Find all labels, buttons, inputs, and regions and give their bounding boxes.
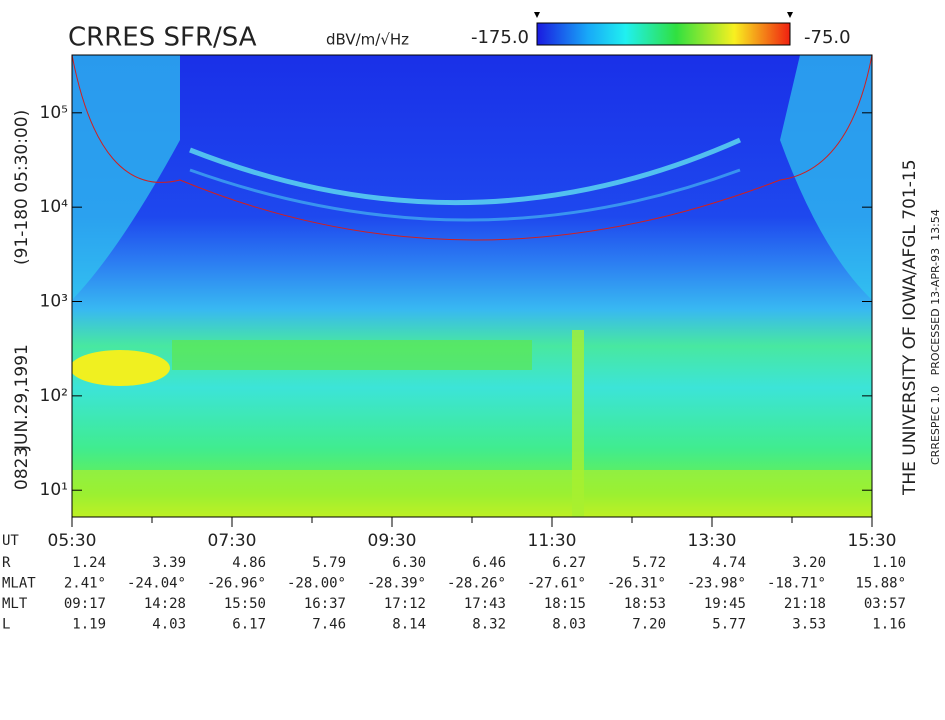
ephemeris-label: MLT (2, 596, 28, 612)
ephemeris-value: 2.41° (64, 576, 106, 592)
ephemeris-value: -18.71° (767, 576, 826, 592)
ephemeris-value: 3.53 (792, 617, 826, 633)
ephemeris-label: R (2, 555, 11, 571)
ephemeris-value: 1.10 (872, 555, 906, 571)
ephemeris-value: -23.98° (687, 576, 746, 592)
processed-label: CRRESPEC 1.0 PROCESSED 13-APR-93 13:54 (929, 209, 942, 465)
x-tick-label: 05:30 (48, 531, 97, 551)
ephemeris-value: -24.04° (127, 576, 186, 592)
ephemeris-value: -28.39° (367, 576, 426, 592)
ephemeris-value: 6.30 (392, 555, 426, 571)
ephemeris-value: 17:43 (464, 596, 506, 612)
ephemeris-value: 6.46 (472, 555, 506, 571)
colorbar-label: dBV/m/√Hz (326, 31, 409, 49)
colorbar-tick-label: -75.0 (804, 27, 851, 48)
ephemeris-value: 8.32 (472, 617, 506, 633)
ephemeris-value: 6.17 (232, 617, 266, 633)
chart-title: CRRES SFR/SA (68, 23, 257, 53)
colorbar (536, 22, 791, 46)
ephemeris-value: 6.27 (552, 555, 586, 571)
x-tick-label: 15:30 (848, 531, 897, 551)
ephemeris-value: 1.16 (872, 617, 906, 633)
colorbar-marker (534, 12, 540, 18)
ephemeris-value: -28.00° (287, 576, 346, 592)
ephemeris-value: 8.14 (392, 617, 426, 633)
colorbar-tick-label: -175.0 (471, 27, 529, 48)
ephemeris-value: 7.20 (632, 617, 666, 633)
ephemeris-value: 4.86 (232, 555, 266, 571)
ephemeris-value: 09:17 (64, 596, 106, 612)
ephemeris-value: 1.19 (72, 617, 106, 633)
ephemeris-value: 8.03 (552, 617, 586, 633)
ephemeris-label: MLAT (2, 576, 36, 592)
ephemeris-value: 17:12 (384, 596, 426, 612)
orbit-label: 0823 (12, 447, 32, 490)
ephemeris-value: 1.24 (72, 555, 106, 571)
x-tick-label: 11:30 (528, 531, 577, 551)
ephemeris-value: 15.88° (855, 576, 906, 592)
ephemeris-value: -26.31° (607, 576, 666, 592)
ephemeris-value: 16:37 (304, 596, 346, 612)
y-tick-label: 10² (40, 386, 68, 406)
ephemeris-value: 18:53 (624, 596, 666, 612)
institution-label: THE UNIVERSITY OF IOWA/AFGL 701-15 (900, 159, 920, 496)
y-tick-label: 10³ (40, 292, 68, 312)
ephemeris-value: 4.74 (712, 555, 746, 571)
x-tick-label: 07:30 (208, 531, 257, 551)
y-tick-label: 10¹ (40, 480, 68, 500)
ephemeris-value: 3.20 (792, 555, 826, 571)
ephemeris-value: 03:57 (864, 596, 906, 612)
ephemeris-value: 18:15 (544, 596, 586, 612)
ephemeris-value: 19:45 (704, 596, 746, 612)
ephemeris-value: 3.39 (152, 555, 186, 571)
y-tick-label: 10⁴ (40, 197, 69, 217)
colorbar-marker (787, 12, 793, 18)
ephemeris-value: 14:28 (144, 596, 186, 612)
x-tick-label: 13:30 (688, 531, 737, 551)
ephemeris-value: 7.46 (312, 617, 346, 633)
start-label: (91-180 05:30:00) (12, 110, 32, 265)
ephemeris-value: 15:50 (224, 596, 266, 612)
ephemeris-value: -28.26° (447, 576, 506, 592)
ephemeris-value: 4.03 (152, 617, 186, 633)
spectrogram-image (72, 55, 872, 517)
date-label: JUN.29,1991 (12, 344, 32, 451)
ephemeris-value: 21:18 (784, 596, 826, 612)
ephemeris-value: 5.77 (712, 617, 746, 633)
ephemeris-value: -26.96° (207, 576, 266, 592)
ephemeris-label: UT (2, 533, 19, 549)
ephemeris-value: -27.61° (527, 576, 586, 592)
ephemeris-label: L (2, 617, 10, 633)
x-tick-label: 09:30 (368, 531, 417, 551)
y-tick-label: 10⁵ (40, 103, 68, 123)
ephemeris-value: 5.72 (632, 555, 666, 571)
ephemeris-value: 5.79 (312, 555, 346, 571)
